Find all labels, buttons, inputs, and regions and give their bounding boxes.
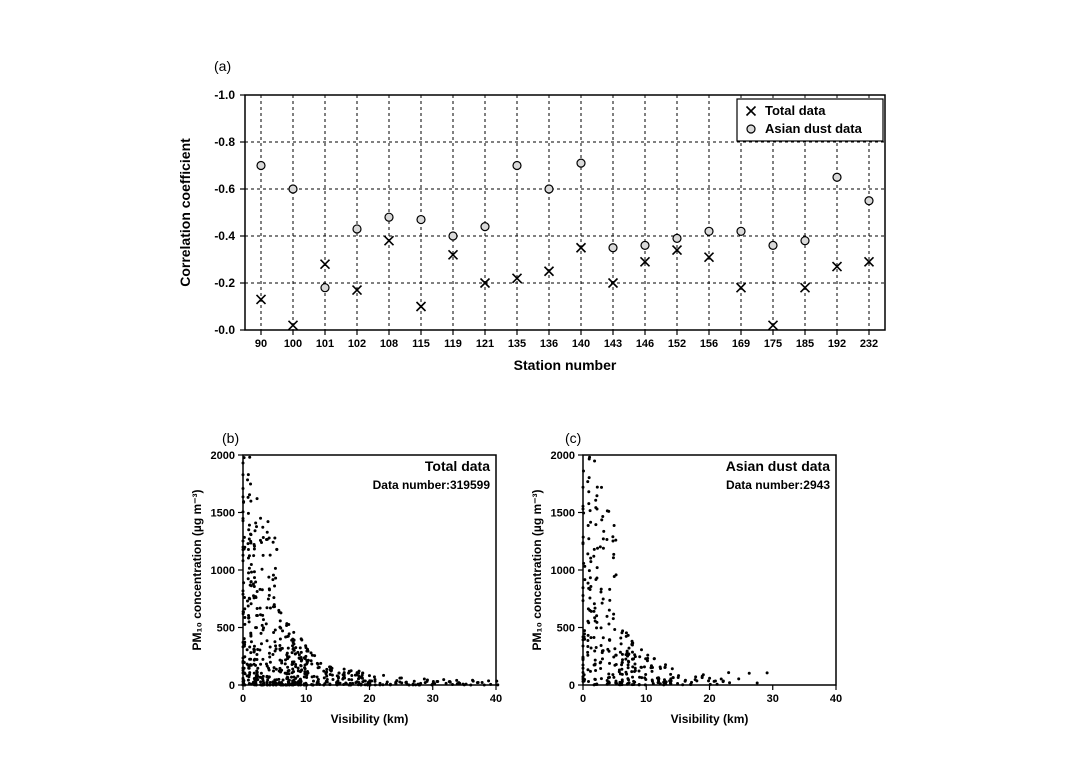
svg-text:136: 136	[540, 338, 558, 350]
svg-text:40: 40	[830, 693, 842, 705]
svg-text:Data number:2943: Data number:2943	[726, 478, 830, 492]
svg-text:20: 20	[703, 693, 715, 705]
svg-text:0: 0	[240, 693, 246, 705]
svg-text:1000: 1000	[211, 565, 235, 577]
svg-text:40: 40	[490, 693, 502, 705]
svg-text:0: 0	[580, 693, 586, 705]
svg-text:119: 119	[444, 338, 462, 350]
svg-text:PM₁₀ concentration (µg m⁻³): PM₁₀ concentration (µg m⁻³)	[190, 490, 204, 651]
svg-text:0: 0	[229, 680, 235, 692]
svg-text:30: 30	[427, 693, 439, 705]
svg-text:121: 121	[476, 338, 494, 350]
svg-text:115: 115	[412, 338, 430, 350]
chart-b: 0 10 20 30 40 0 500 1000 1500 2000 Visibility (km)…	[185, 440, 525, 760]
svg-text:Station number: Station number	[514, 357, 617, 373]
svg-text:185: 185	[796, 338, 814, 350]
svg-text:140: 140	[572, 338, 590, 350]
svg-text:152: 152	[668, 338, 686, 350]
svg-text:Visibility (km): Visibility (km)	[671, 712, 749, 726]
svg-text:Visibility (km): Visibility (km)	[331, 712, 409, 726]
svg-text:135: 135	[508, 338, 526, 350]
svg-text:-0.4: -0.4	[214, 229, 235, 243]
svg-text:Asian dust data: Asian dust data	[726, 458, 830, 474]
svg-text:500: 500	[217, 623, 235, 635]
svg-text:90: 90	[255, 338, 267, 350]
svg-text:1000: 1000	[551, 565, 575, 577]
svg-text:Total data: Total data	[425, 458, 490, 474]
svg-text:1500: 1500	[551, 508, 575, 520]
svg-text:0: 0	[569, 680, 575, 692]
svg-text:-0.2: -0.2	[214, 276, 235, 290]
svg-text:102: 102	[348, 338, 366, 350]
svg-text:500: 500	[557, 623, 575, 635]
svg-text:20: 20	[363, 693, 375, 705]
svg-text:232: 232	[860, 338, 878, 350]
panel-a-label: (a)	[214, 58, 231, 74]
svg-text:101: 101	[316, 338, 334, 350]
svg-text:143: 143	[604, 338, 622, 350]
svg-text:Total data: Total data	[765, 103, 826, 118]
svg-text:-0.8: -0.8	[214, 135, 235, 149]
svg-text:10: 10	[300, 693, 312, 705]
svg-text:169: 169	[732, 338, 750, 350]
svg-text:2000: 2000	[211, 450, 235, 462]
svg-text:175: 175	[764, 338, 782, 350]
svg-text:-1.0: -1.0	[214, 88, 235, 102]
svg-text:Correlation coefficient: Correlation coefficient	[177, 138, 193, 287]
svg-text:-0.0: -0.0	[214, 323, 235, 337]
svg-text:30: 30	[767, 693, 779, 705]
svg-text:2000: 2000	[551, 450, 575, 462]
chart-c: 0 10 20 30 40 0 500 1000 1500 2000 Visibility (km)…	[525, 440, 865, 760]
svg-text:-0.6: -0.6	[214, 182, 235, 196]
svg-text:PM₁₀ concentration (µg m⁻³): PM₁₀ concentration (µg m⁻³)	[530, 490, 544, 651]
svg-text:Data number:319599: Data number:319599	[373, 478, 491, 492]
svg-text:1500: 1500	[211, 508, 235, 520]
svg-text:100: 100	[284, 338, 302, 350]
svg-text:156: 156	[700, 338, 718, 350]
svg-text:192: 192	[828, 338, 846, 350]
svg-text:10: 10	[640, 693, 652, 705]
svg-text:Asian dust data: Asian dust data	[765, 121, 863, 136]
svg-text:108: 108	[380, 338, 398, 350]
page-root: { "panel_labels":{"a":"(a)","b":"(b)","c…	[0, 0, 1078, 766]
chart-a: -0.0 -0.2 -0.4 -0.6 -0.8 -1.0 90 100 101 102 108 11…	[170, 85, 910, 395]
svg-text:146: 146	[636, 338, 654, 350]
